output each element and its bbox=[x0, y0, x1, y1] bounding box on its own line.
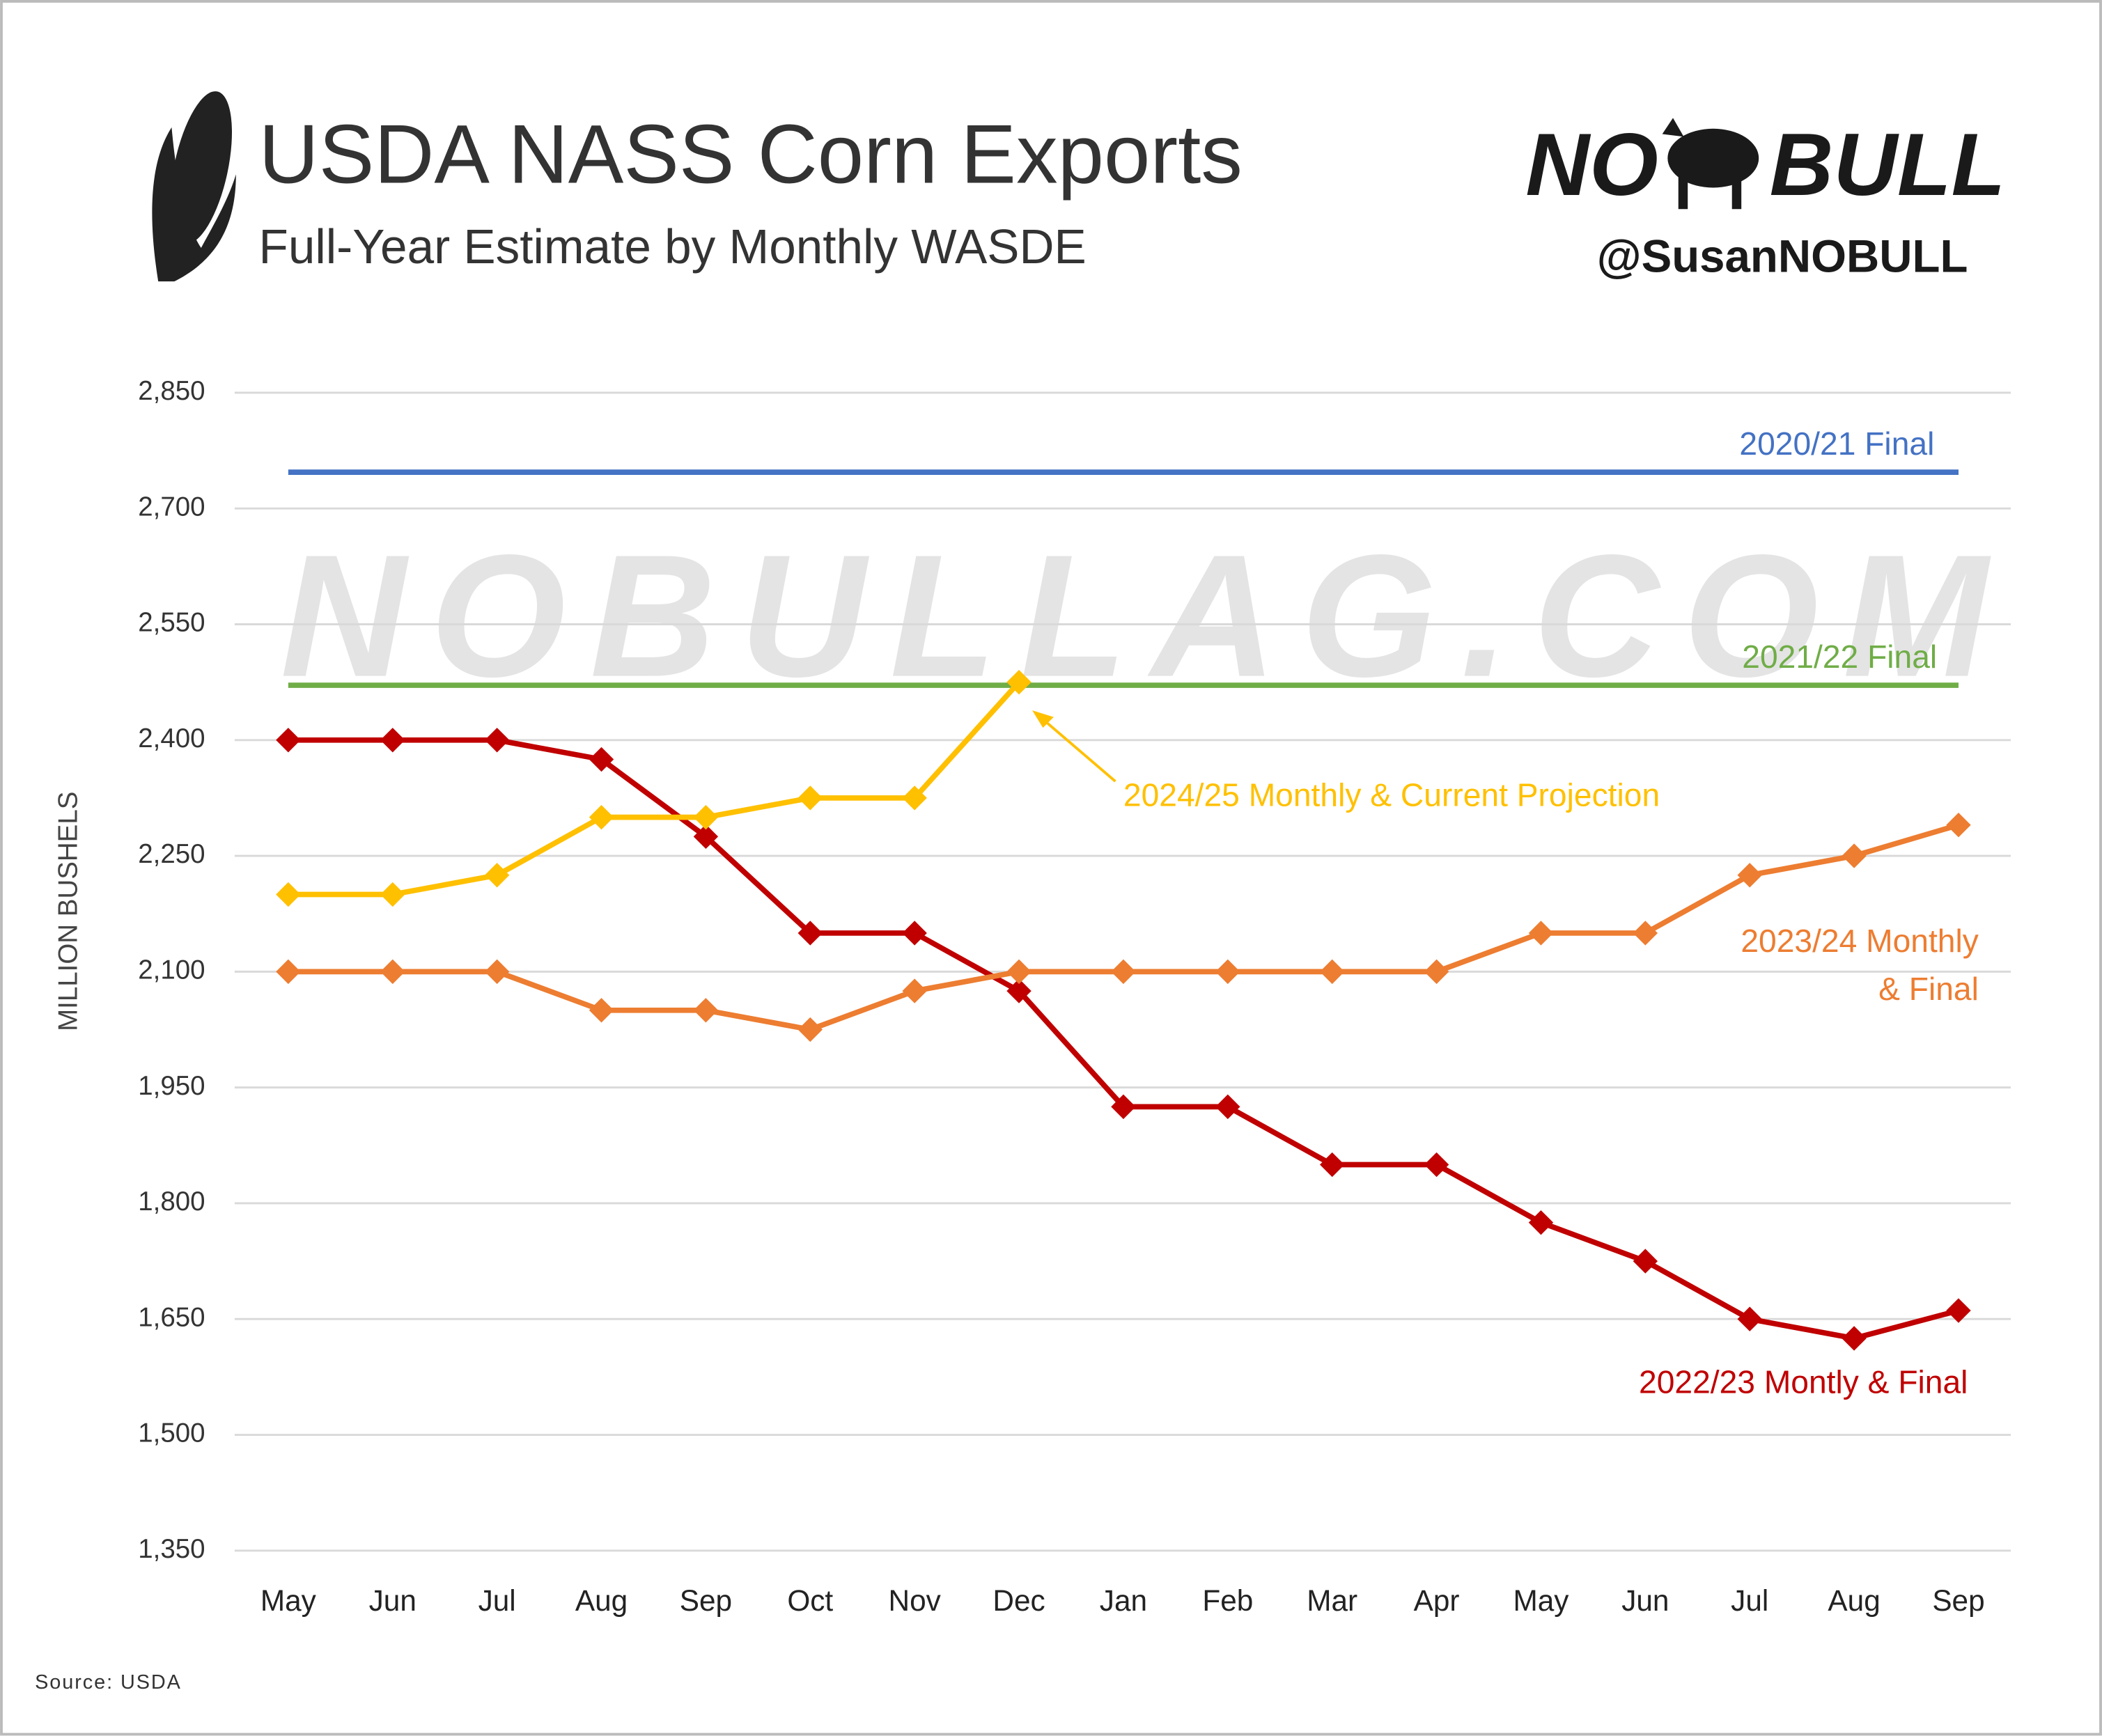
x-tick-label: Mar bbox=[1307, 1584, 1357, 1617]
marker bbox=[484, 959, 510, 985]
x-tick-label: Jul bbox=[478, 1584, 516, 1617]
marker bbox=[1006, 959, 1031, 985]
marker bbox=[1528, 921, 1554, 946]
x-tick-label: Feb bbox=[1202, 1584, 1253, 1617]
y-tick-label: 2,100 bbox=[138, 955, 205, 985]
marker bbox=[1424, 959, 1449, 985]
y-tick-label: 1,650 bbox=[138, 1302, 205, 1332]
x-tick-label: Oct bbox=[787, 1584, 833, 1617]
marker bbox=[1006, 669, 1031, 695]
marker bbox=[1320, 1152, 1345, 1178]
marker bbox=[276, 728, 301, 753]
marker bbox=[589, 998, 614, 1023]
marker bbox=[1111, 959, 1136, 985]
x-tick-label: Jul bbox=[1731, 1584, 1768, 1617]
y-tick-label: 2,700 bbox=[138, 492, 205, 522]
y-tick-label: 2,250 bbox=[138, 839, 205, 869]
marker bbox=[1842, 1326, 1867, 1351]
marker bbox=[1946, 813, 1971, 838]
subtitle: Full-Year Estimate by Monthly WASDE bbox=[259, 219, 1087, 274]
bull-icon bbox=[1662, 118, 1759, 210]
marker bbox=[693, 824, 719, 850]
x-tick-label: Jun bbox=[1621, 1584, 1669, 1617]
x-tick-label: Jun bbox=[369, 1584, 416, 1617]
y-tick-label: 2,550 bbox=[138, 608, 205, 638]
x-tick-label: Aug bbox=[575, 1584, 628, 1617]
y-tick-label: 1,350 bbox=[138, 1534, 205, 1564]
x-tick-label: Sep bbox=[1932, 1584, 1984, 1617]
annotation-arrow bbox=[1039, 716, 1116, 783]
logo-right: BULL bbox=[1770, 115, 2006, 214]
marker bbox=[1111, 1094, 1136, 1120]
source: Source: USDA bbox=[35, 1671, 182, 1694]
marker bbox=[484, 863, 510, 888]
watermark: NOBULLAG.COM bbox=[280, 519, 2012, 714]
x-tick-label: May bbox=[260, 1584, 317, 1617]
marker bbox=[797, 785, 823, 811]
marker bbox=[797, 1017, 823, 1042]
marker bbox=[276, 882, 301, 907]
marker bbox=[380, 728, 405, 753]
corn-icon bbox=[152, 91, 236, 282]
handle: @SusanNOBULL bbox=[1597, 231, 1968, 282]
title: USDA NASS Corn Exports bbox=[259, 108, 1243, 201]
series-line bbox=[288, 680, 1021, 898]
annotation-arrowhead bbox=[1032, 710, 1054, 728]
x-tick-label: Sep bbox=[680, 1584, 732, 1617]
y-tick-label: 2,400 bbox=[138, 724, 205, 753]
series-label-line: & Final bbox=[1878, 971, 1979, 1007]
x-tick-label: Nov bbox=[889, 1584, 942, 1617]
x-tick-label: Dec bbox=[992, 1584, 1045, 1617]
marker bbox=[797, 921, 823, 946]
marker bbox=[1842, 843, 1867, 868]
marker bbox=[276, 959, 301, 985]
marker bbox=[380, 959, 405, 985]
y-tick-label: 1,800 bbox=[138, 1187, 205, 1217]
x-tick-label: Aug bbox=[1828, 1584, 1880, 1617]
marker bbox=[1633, 921, 1658, 946]
marker bbox=[1320, 959, 1345, 985]
logo-left: NO bbox=[1525, 115, 1658, 214]
series-label: 2022/23 Montly & Final bbox=[1639, 1363, 1968, 1400]
reference-label: 2021/22 Final bbox=[1742, 639, 1937, 675]
x-tick-label: Apr bbox=[1414, 1584, 1460, 1617]
marker bbox=[484, 728, 510, 753]
reference-label: 2020/21 Final bbox=[1739, 425, 1934, 462]
marker bbox=[1633, 1249, 1658, 1274]
marker bbox=[1006, 978, 1031, 1003]
series-label: 2023/24 Monthly & Final bbox=[1741, 923, 1979, 1007]
marker bbox=[693, 804, 719, 830]
y-axis-label: MILLION BUSHELS bbox=[53, 792, 83, 1031]
y-tick-label: 2,850 bbox=[138, 376, 205, 406]
marker bbox=[1946, 1298, 1971, 1323]
y-tick-label: 1,500 bbox=[138, 1418, 205, 1448]
marker bbox=[380, 882, 405, 907]
series-label: 2024/25 Monthly & Current Projection bbox=[1123, 776, 1660, 813]
marker bbox=[693, 998, 719, 1023]
x-tick-label: May bbox=[1513, 1584, 1569, 1617]
marker bbox=[1528, 1210, 1554, 1235]
marker bbox=[589, 804, 614, 830]
series-label-line: 2023/24 Monthly bbox=[1741, 923, 1979, 959]
marker bbox=[589, 746, 614, 772]
y-tick-label: 1,950 bbox=[138, 1071, 205, 1101]
x-tick-label: Jan bbox=[1100, 1584, 1147, 1617]
marker bbox=[1424, 1152, 1449, 1178]
